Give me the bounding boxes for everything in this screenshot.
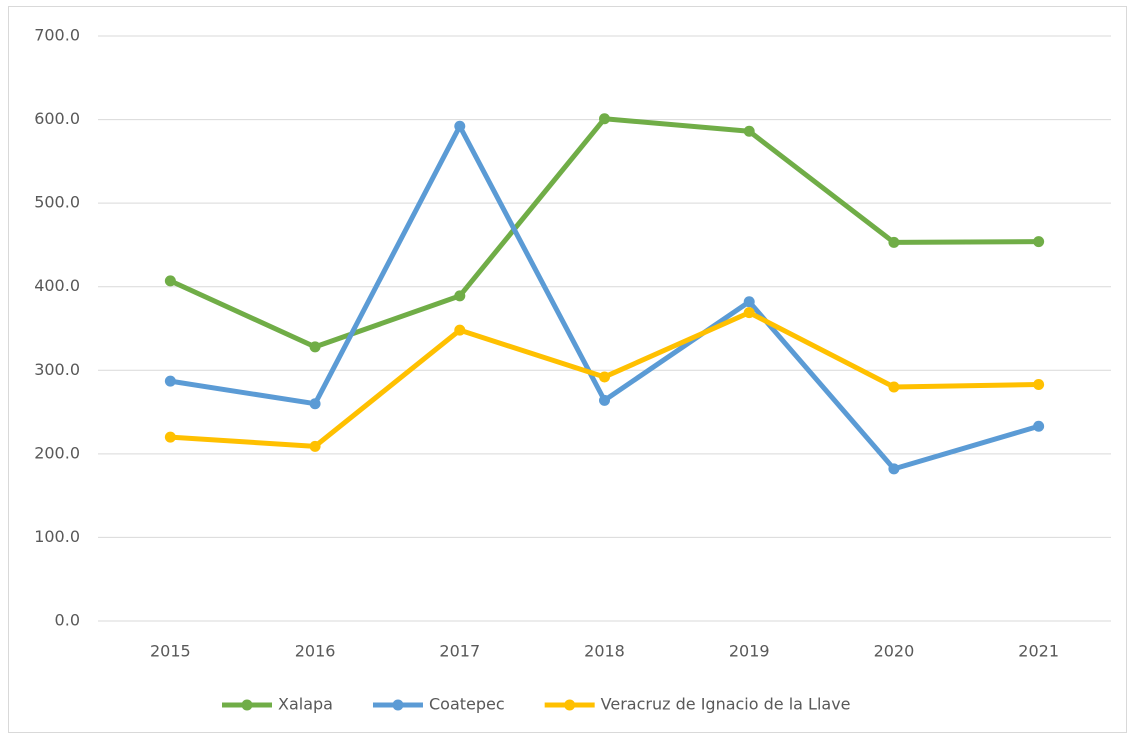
series-point xyxy=(1033,236,1045,248)
legend-label: Veracruz de Ignacio de la Llave xyxy=(601,695,851,714)
series-point xyxy=(454,120,466,132)
series-point xyxy=(309,398,321,410)
series-point xyxy=(888,463,900,475)
y-tick-label: 0.0 xyxy=(55,611,80,630)
series-point xyxy=(743,296,755,308)
x-tick-label: 2018 xyxy=(584,642,625,661)
x-tick-label: 2016 xyxy=(295,642,336,661)
series-point xyxy=(164,275,176,287)
series-point xyxy=(309,341,321,353)
series-point xyxy=(888,381,900,393)
series-point xyxy=(599,394,610,406)
y-tick-label: 200.0 xyxy=(34,443,80,462)
y-tick-label: 600.0 xyxy=(34,109,80,128)
x-tick-label: 2019 xyxy=(729,642,770,661)
series-point xyxy=(1033,378,1045,390)
series-point xyxy=(888,236,900,248)
legend-label: Coatepec xyxy=(429,695,505,714)
legend-swatch-dot xyxy=(564,699,576,711)
x-tick-label: 2021 xyxy=(1018,642,1059,661)
series-point xyxy=(164,431,176,443)
chart-border xyxy=(8,6,1127,733)
x-tick-label: 2017 xyxy=(439,642,480,661)
y-tick-label: 500.0 xyxy=(34,193,80,212)
series-point xyxy=(454,324,466,336)
series-point xyxy=(743,125,755,137)
x-tick-label: 2020 xyxy=(874,642,915,661)
y-tick-label: 700.0 xyxy=(34,26,80,45)
series-point xyxy=(599,371,610,383)
y-tick-label: 100.0 xyxy=(34,527,80,546)
series-point xyxy=(1033,420,1045,432)
legend-label: Xalapa xyxy=(278,695,333,714)
series-point xyxy=(454,290,466,302)
series-point xyxy=(164,375,176,387)
legend-swatch-dot xyxy=(392,699,404,711)
y-tick-label: 300.0 xyxy=(34,360,80,379)
series-point xyxy=(599,113,610,125)
y-tick-label: 400.0 xyxy=(34,276,80,295)
x-tick-label: 2015 xyxy=(150,642,191,661)
series-point xyxy=(743,307,755,319)
legend-swatch-dot xyxy=(241,699,253,711)
series-point xyxy=(309,440,321,452)
